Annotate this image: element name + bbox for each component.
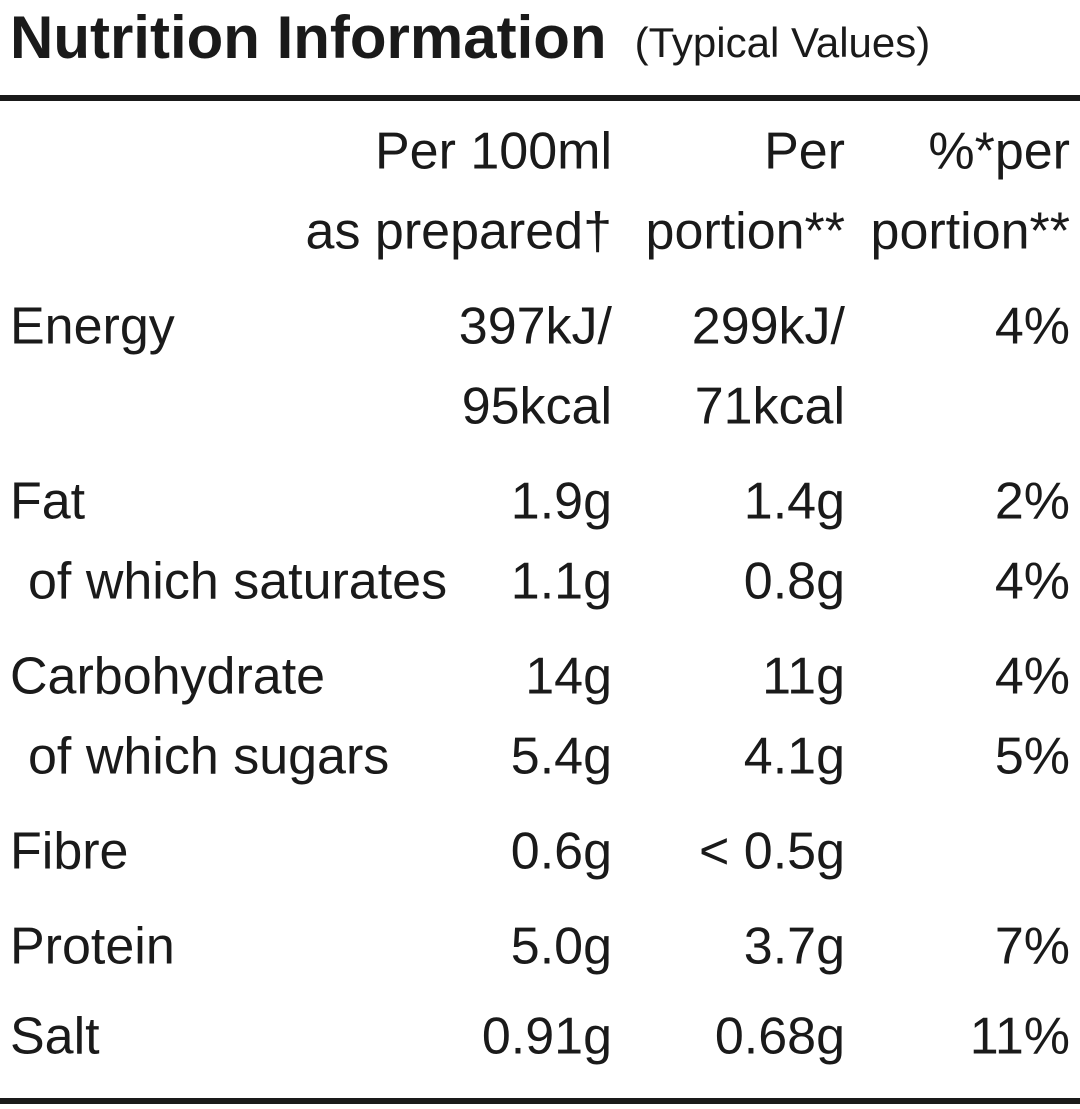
top-rule [0,95,1080,101]
nutrient-value: 5.4g [511,728,612,786]
column-header: portion** [646,203,845,261]
nutrient-value: 7% [995,918,1070,976]
nutrient-value: 299kJ/ [692,298,846,356]
nutrient-label: Protein [10,918,175,976]
nutrient-label: Fat [10,473,86,531]
nutrient-value: 0.8g [744,553,845,611]
nutrient-label: of which saturates [28,553,447,611]
nutrient-value: 14g [525,648,612,706]
nutrient-value: 11g [762,648,845,706]
subtitle: (Typical Values) [635,19,931,66]
nutrient-value: 0.68g [715,1008,845,1066]
nutrient-label: Salt [10,1008,100,1066]
nutrient-value: 1.1g [511,553,612,611]
nutrient-value: 4% [995,648,1070,706]
nutrient-value: 397kJ/ [459,298,613,356]
nutrient-value: 95kcal [462,378,612,436]
nutrient-value: 4% [995,298,1070,356]
nutrient-label: Carbohydrate [10,648,325,706]
title: Nutrition Information [10,4,607,71]
nutrient-value: 4.1g [744,728,845,786]
nutrient-value: 0.91g [482,1008,612,1066]
column-header: portion** [871,203,1070,261]
nutrient-value: 1.4g [744,473,845,531]
nutrient-value: 5% [995,728,1070,786]
nutrient-value: < 0.5g [699,823,845,881]
column-header: Per [764,123,845,181]
column-header: Per 100ml [375,123,612,181]
nutrient-value: 4% [995,553,1070,611]
nutrient-value: 71kcal [695,378,845,436]
nutrient-value: 1.9g [511,473,612,531]
bottom-rule [0,1098,1080,1104]
nutrient-label: Fibre [10,823,128,881]
column-header: %*per [928,123,1070,181]
column-header: as prepared† [306,203,612,261]
nutrient-value: 11% [970,1008,1070,1066]
nutrient-label: Energy [10,298,175,356]
nutrient-value: 2% [995,473,1070,531]
nutrient-value: 3.7g [744,918,845,976]
nutrient-value: 5.0g [511,918,612,976]
nutrient-label: of which sugars [28,728,389,786]
nutrient-value: 0.6g [511,823,612,881]
